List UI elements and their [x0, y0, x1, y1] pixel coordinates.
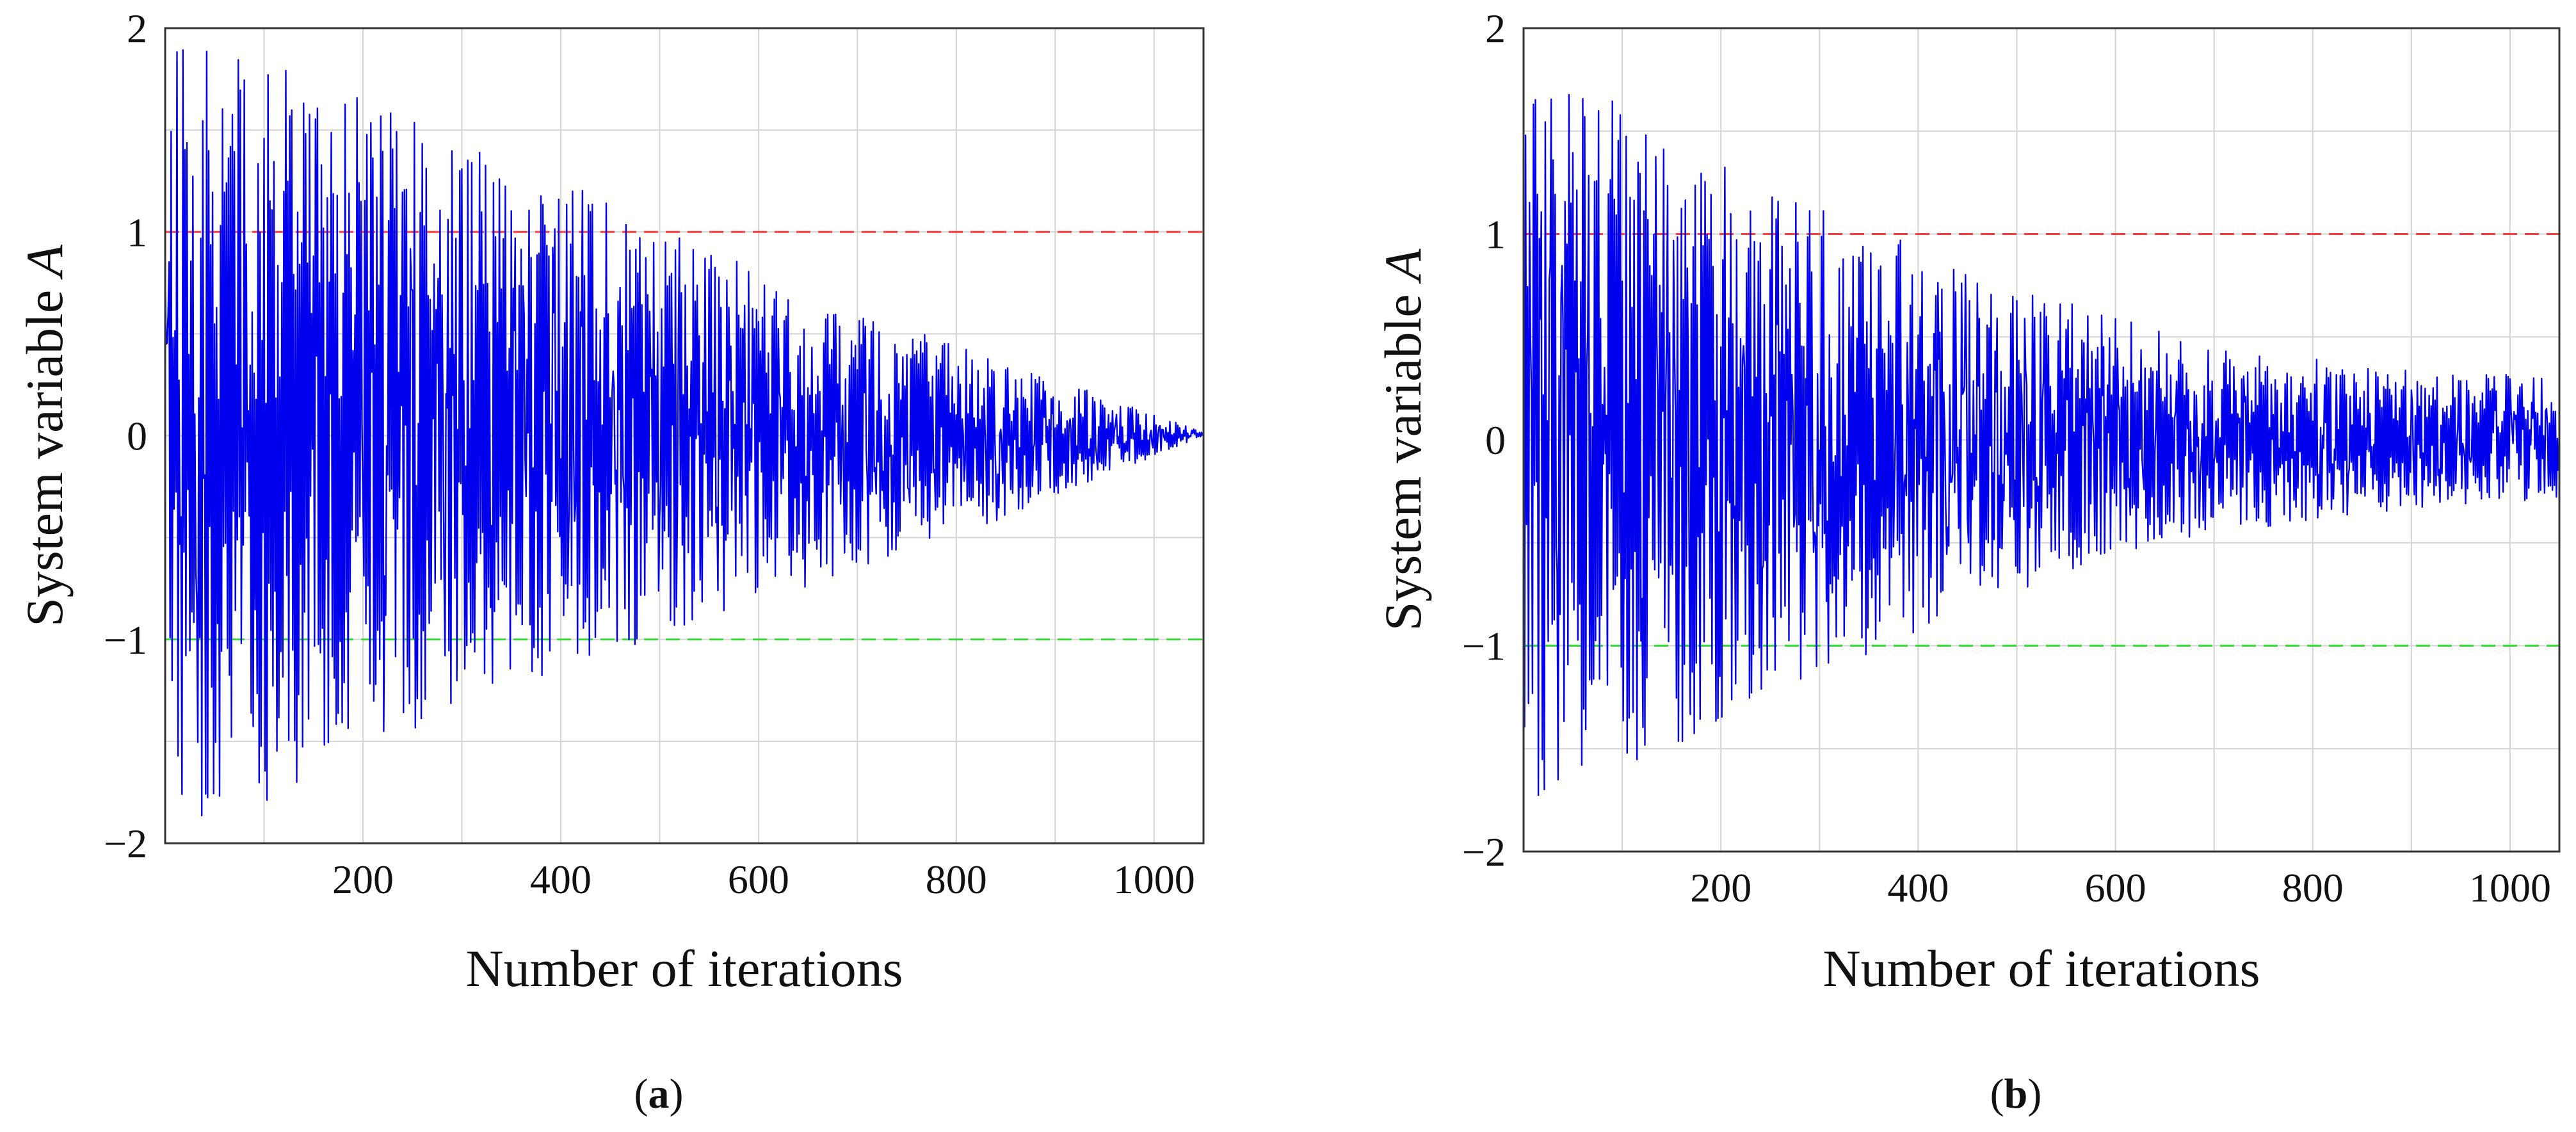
panel-a-y-axis-label: System variable A	[15, 244, 74, 627]
panel-a-series	[164, 49, 1203, 817]
panel-b-caption-letter: b	[2004, 1071, 2028, 1117]
panel-b-x-tick-4: 1000	[2469, 865, 2551, 910]
panel-b-series-line-0	[1522, 93, 2559, 796]
panel-a-x-tick-4: 1000	[1113, 857, 1195, 902]
panel-b-y-axis-label-text: System variable	[1374, 281, 1432, 631]
panel-b-x-tick-labels: 200 400 600 800 1000	[1690, 865, 2551, 910]
panel-b-x-axis-label: Number of iterations	[1823, 939, 2260, 998]
panel-a-x-tick-1: 400	[530, 857, 592, 902]
panel-b-y-tick-labels: −2 −1 0 1 2	[1462, 6, 1506, 875]
panel-b-x-tick-2: 600	[2085, 865, 2146, 910]
panel-a-y-axis-label-text: System variable	[15, 277, 74, 627]
panel-b-caption-open: (	[1990, 1071, 2004, 1117]
panel-b-series	[1522, 93, 2559, 796]
panel-b-y-axis-label-variable: A	[1374, 248, 1432, 284]
panel-b: −2 −1 0 1 2 200 400 600 800 1000 Number of itera…	[1374, 6, 2561, 1117]
panel-b-caption-close: )	[2027, 1071, 2041, 1117]
panel-a-caption-letter: a	[648, 1071, 670, 1117]
panel-a-y-axis-label-variable: A	[15, 244, 74, 280]
panel-a-caption-close: )	[670, 1071, 684, 1117]
panel-a-x-tick-0: 200	[332, 857, 394, 902]
panel-b-caption: (b)	[1990, 1071, 2042, 1117]
panel-a-y-tick-labels: −2 −1 0 1 2	[104, 6, 147, 866]
panel-a-y-tick-3: 1	[127, 209, 147, 255]
panel-b-y-tick-2: 0	[1485, 417, 1506, 463]
panel-b-x-tick-3: 800	[2282, 865, 2344, 910]
panel-b-y-tick-3: 1	[1485, 212, 1506, 257]
panel-b-x-tick-0: 200	[1690, 865, 1751, 910]
panel-b-y-tick-4: 2	[1485, 6, 1506, 51]
panel-a-caption: (a)	[634, 1071, 684, 1117]
panel-b-y-axis-label: System variable A	[1374, 248, 1432, 631]
panel-b-plot-frame	[1522, 27, 2561, 853]
panel-a-y-tick-0: −2	[104, 821, 147, 866]
panel-a-y-tick-2: 0	[127, 414, 147, 459]
panel-a: −2 −1 0 1 2 200 400 600 800 1000 Number of itera…	[15, 6, 1205, 1117]
panel-b-y-tick-1: −1	[1462, 624, 1506, 669]
panel-a-plot-frame	[164, 27, 1205, 845]
panel-a-x-tick-2: 600	[728, 857, 789, 902]
panel-b-y-tick-0: −2	[1462, 829, 1506, 875]
panel-a-y-tick-1: −1	[104, 617, 147, 663]
panel-a-y-tick-4: 2	[127, 6, 147, 51]
panel-b-x-tick-1: 400	[1887, 865, 1949, 910]
panel-a-x-tick-labels: 200 400 600 800 1000	[332, 857, 1195, 902]
panel-a-x-tick-3: 800	[926, 857, 987, 902]
panel-a-x-axis-label: Number of iterations	[465, 939, 903, 998]
panel-a-series-line-0	[164, 49, 1203, 817]
panel-a-caption-open: (	[634, 1071, 648, 1117]
